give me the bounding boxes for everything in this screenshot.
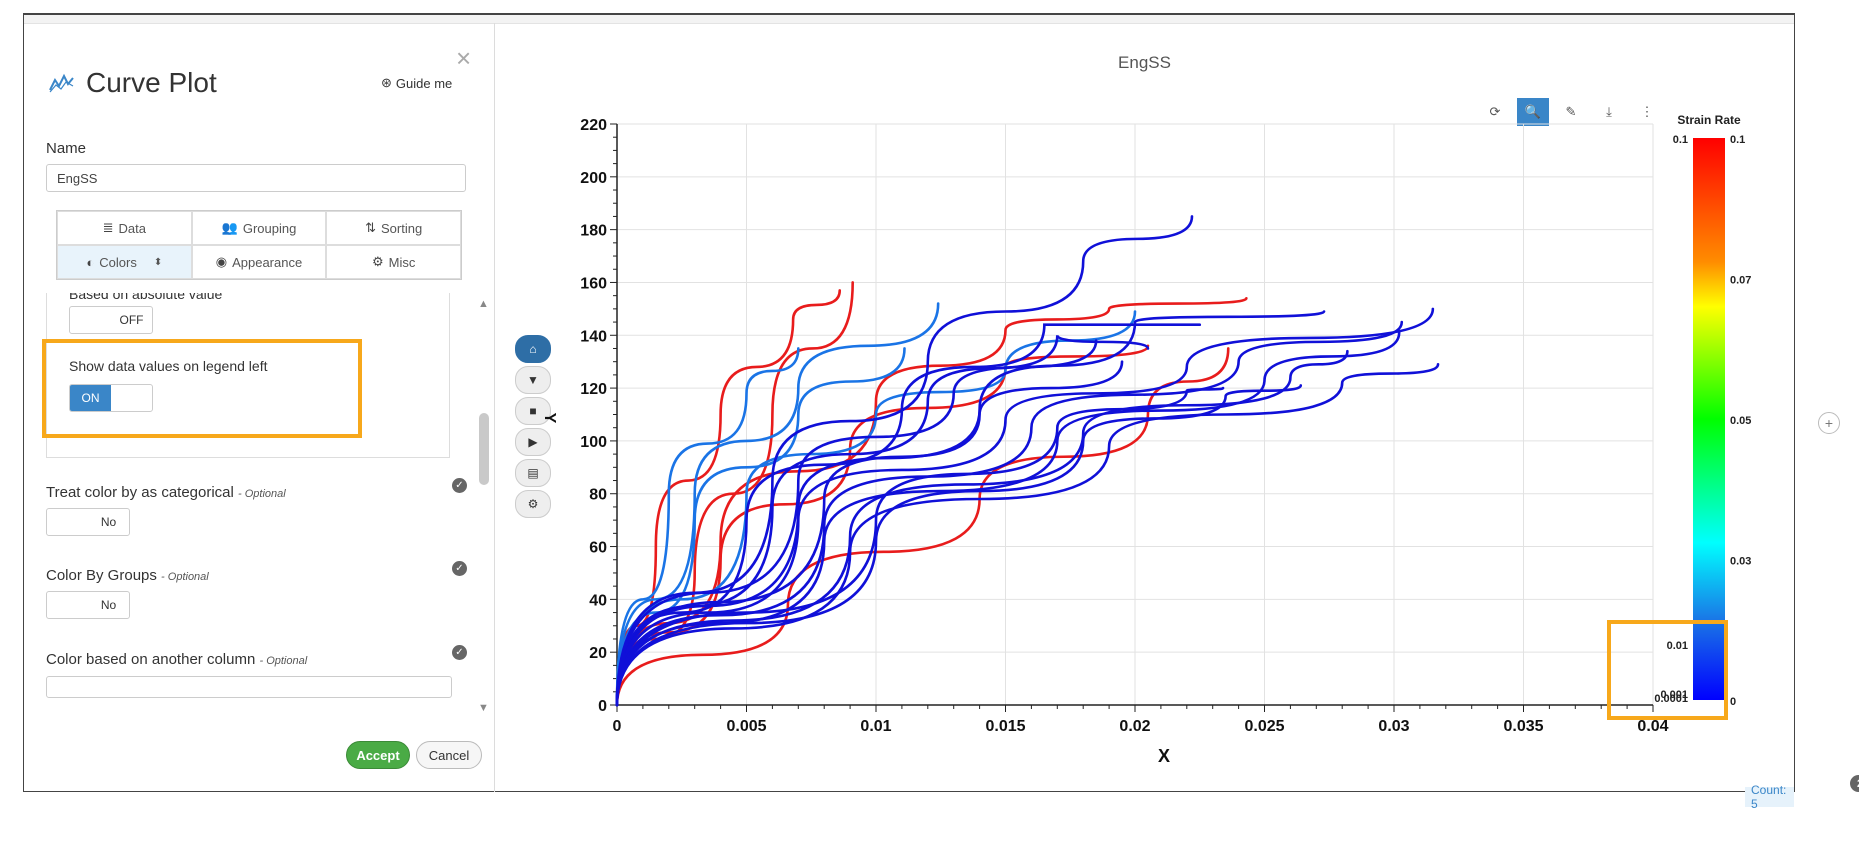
absolute-value-subgroup: Based on absolute value OFF Show data va… xyxy=(46,293,450,458)
toggle-state: No xyxy=(100,598,117,612)
close-icon[interactable]: × xyxy=(456,43,472,73)
play-icon[interactable]: ▶ xyxy=(515,428,551,456)
panel-scrollbar[interactable]: ▲ ▼ xyxy=(478,298,490,718)
color-groups-label: Color By Groups - Optional xyxy=(46,567,209,584)
cancel-button[interactable]: Cancel xyxy=(416,741,482,769)
settings-panel: × Curve Plot ⊛ Guide me Name ≣ Data 👥 Grou… xyxy=(24,23,495,792)
download-icon[interactable]: ⤓ xyxy=(1606,104,1612,119)
tab-label: Grouping xyxy=(242,220,297,236)
lifebuoy-icon: ⊛ xyxy=(381,75,392,90)
tab-sorting[interactable]: ⇅ Sorting xyxy=(326,211,461,245)
name-input[interactable] xyxy=(46,164,466,192)
absolute-value-toggle[interactable]: OFF xyxy=(69,306,153,334)
home-icon[interactable]: ⌂ xyxy=(515,335,551,363)
treat-categorical-toggle[interactable]: No xyxy=(46,508,130,536)
tab-colors[interactable]: ◐ Colors ⬍ xyxy=(57,245,192,279)
refresh-icon[interactable]: ⟳ xyxy=(1489,104,1501,119)
plot-title: EngSS xyxy=(1118,53,1171,72)
scroll-up-icon[interactable]: ▲ xyxy=(478,298,489,310)
scroll-down-icon[interactable]: ▼ xyxy=(478,702,489,714)
tab-appearance[interactable]: ◉ Appearance xyxy=(191,245,327,279)
guide-me-label: Guide me xyxy=(395,75,453,91)
eye-icon: ◉ xyxy=(215,254,228,269)
colors-settings-scroll[interactable]: Based on absolute value OFF Show data va… xyxy=(46,293,474,743)
tab-label: Data xyxy=(118,220,147,236)
accept-button[interactable]: Accept xyxy=(346,741,410,769)
show-values-toggle[interactable]: ON xyxy=(69,384,153,412)
render-counter: 25∷1000 xyxy=(1850,775,1859,792)
settings-tabs: ≣ Data 👥 Grouping ⇅ Sorting ◐ Colors ⬍ ◉ Appea… xyxy=(56,210,462,280)
curve-plot-icon xyxy=(49,73,74,93)
panel-header: Curve Plot xyxy=(48,67,217,99)
highlight-box-legend xyxy=(1607,620,1728,720)
count-badge[interactable]: Count: 5 xyxy=(1745,783,1794,811)
show-values-label: Show data values on legend left xyxy=(69,358,268,374)
pen-icon[interactable]: ✎ xyxy=(1565,104,1577,119)
color-column-select[interactable] xyxy=(46,676,452,698)
contrast-icon: ◐ xyxy=(86,254,95,270)
color-groups-toggle[interactable]: No xyxy=(46,591,130,619)
more-vertical-icon[interactable]: ⋮ xyxy=(1640,104,1654,119)
plot-side-toolbar: ⌂ ▼ ■ ▶ ▤ ⚙ xyxy=(515,335,553,521)
color-column-label: Color based on another column - Optional xyxy=(46,651,308,668)
database-icon: ≣ xyxy=(102,220,114,235)
dropdown-arrows-icon[interactable]: ⬍ xyxy=(153,256,163,268)
toggle-state: ON xyxy=(70,385,111,411)
guide-me-button[interactable]: ⊛ Guide me xyxy=(381,75,452,91)
gear-icon[interactable]: ⚙ xyxy=(515,490,551,518)
name-label: Name xyxy=(46,140,87,157)
tab-label: Appearance xyxy=(232,254,303,270)
zoom-icon[interactable]: 🔍 xyxy=(1517,98,1549,126)
tab-label: Colors xyxy=(99,254,137,270)
absolute-value-label: Based on absolute value xyxy=(69,293,223,302)
check-circle-icon: ✓ xyxy=(452,645,467,660)
toggle-state: No xyxy=(100,515,117,529)
tab-label: Sorting xyxy=(381,220,423,236)
plot-toolbar: ⟳ 🔍 ✎ ⤓ ⋮ xyxy=(1479,98,1663,126)
tab-label: Misc xyxy=(388,254,416,270)
filter-icon[interactable]: ▼ xyxy=(515,366,551,394)
stop-icon[interactable]: ■ xyxy=(515,397,551,425)
tab-data[interactable]: ≣ Data xyxy=(57,211,192,245)
tab-misc[interactable]: ⚙ Misc xyxy=(326,245,461,279)
treat-categorical-label: Treat color by as categorical - Optional xyxy=(46,484,286,501)
scroll-thumb[interactable] xyxy=(479,413,489,485)
check-circle-icon: ✓ xyxy=(452,478,467,493)
check-circle-icon: ✓ xyxy=(452,561,467,576)
toggle-state: OFF xyxy=(119,313,144,327)
plot-area: EngSS ⟳ 🔍 ✎ ⤓ ⋮ + 25∷1000 Count: 5 xyxy=(495,23,1859,811)
sort-icon: ⇅ xyxy=(365,220,377,235)
top-strip xyxy=(24,15,1794,24)
tab-grouping[interactable]: 👥 Grouping xyxy=(191,211,327,245)
panel-title: Curve Plot xyxy=(86,67,217,98)
users-icon: 👥 xyxy=(221,220,238,235)
plus-icon[interactable]: + xyxy=(1818,412,1840,434)
document-icon[interactable]: ▤ xyxy=(515,459,551,487)
gear-icon: ⚙ xyxy=(371,254,384,269)
highlight-box-toggle xyxy=(42,339,362,438)
